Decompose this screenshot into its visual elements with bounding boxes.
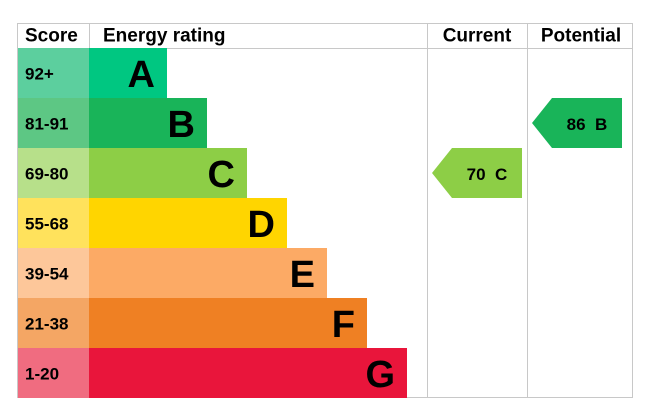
rating-letter: F: [332, 304, 355, 346]
score-range: 55-68: [25, 215, 68, 234]
rating-bar: [89, 98, 207, 148]
current-header: Current: [443, 26, 512, 47]
rating-letter: C: [208, 154, 235, 196]
score-cell: [18, 348, 89, 398]
score-range: 39-54: [25, 265, 69, 284]
potential-score: 86: [567, 115, 586, 134]
rating-bar: [89, 198, 287, 248]
score-range: 81-91: [25, 115, 68, 134]
rating-bar: [89, 48, 167, 98]
score-cell: [18, 148, 89, 198]
score-cell: [18, 48, 89, 98]
rating-letter: A: [128, 54, 155, 96]
current-band: C: [495, 165, 507, 184]
potential-label: 86 B: [567, 115, 608, 134]
score-range: 21-38: [25, 315, 68, 334]
potential-header: Potential: [541, 26, 621, 47]
current-score: 70: [467, 165, 486, 184]
rating-bar: [89, 248, 327, 298]
rating-letter: E: [290, 254, 315, 296]
rating-bar: [89, 348, 407, 398]
rating-letter: B: [168, 104, 195, 146]
score-cell: [18, 298, 89, 348]
score-cell: [18, 248, 89, 298]
current-arrow: [432, 148, 522, 198]
score-range: 92+: [25, 65, 54, 84]
potential-band: B: [595, 115, 607, 134]
score-range: 69-80: [25, 165, 68, 184]
score-range: 1-20: [25, 365, 59, 384]
score-header: Score: [25, 26, 78, 47]
rating-header: Energy rating: [103, 26, 225, 47]
score-cell: [18, 98, 89, 148]
potential-arrow: [532, 98, 622, 148]
rating-bar: [89, 148, 247, 198]
current-label: 70 C: [467, 165, 508, 184]
rating-letter: G: [365, 354, 395, 396]
rating-bar: [89, 298, 367, 348]
score-cell: [18, 198, 89, 248]
rating-letter: D: [248, 204, 275, 246]
